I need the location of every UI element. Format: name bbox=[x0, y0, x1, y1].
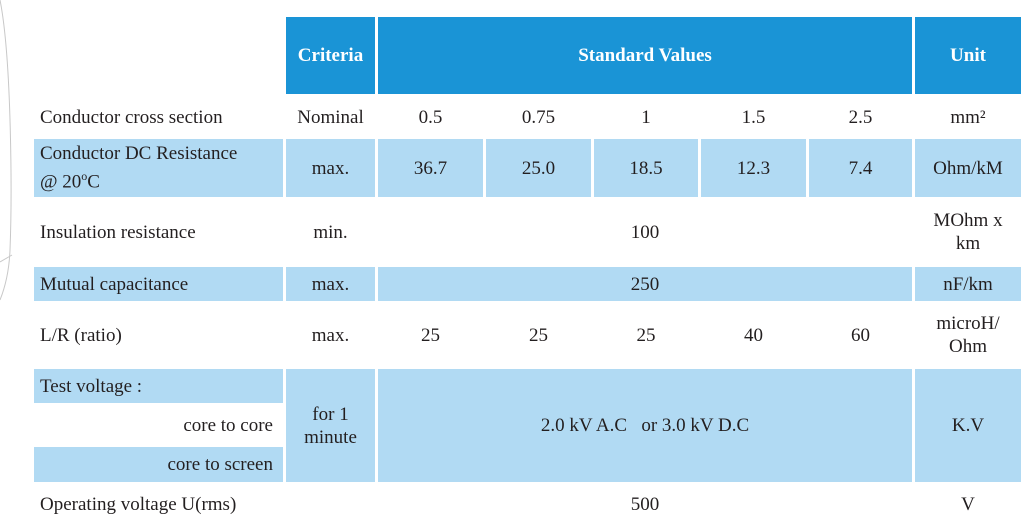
value-cell: 25 bbox=[421, 324, 440, 346]
value-cell: 100 bbox=[630, 221, 660, 243]
value-cell: 36.7 bbox=[378, 139, 483, 197]
value-cell: 7.4 bbox=[809, 139, 912, 197]
value-cell: 250 bbox=[378, 267, 912, 301]
value-cell: 0.75 bbox=[521, 106, 556, 128]
sub-label-core-to-screen: core to screen bbox=[34, 447, 283, 482]
header-unit: Unit bbox=[915, 17, 1021, 94]
sub-label-core-to-core: core to core bbox=[183, 414, 273, 436]
unit-cell: V bbox=[961, 493, 975, 515]
row-label: Insulation resistance bbox=[40, 221, 196, 243]
value-cell: 60 bbox=[851, 324, 870, 346]
decorative-edge-curve bbox=[0, 0, 13, 301]
header-standard-values: Standard Values bbox=[378, 17, 912, 94]
criteria-cell: Nominal bbox=[297, 106, 364, 128]
value-cell: 25.0 bbox=[486, 139, 591, 197]
row-label: Operating voltage U(rms) bbox=[40, 493, 237, 515]
value-cell: 0.5 bbox=[418, 106, 443, 128]
unit-cell: mm² bbox=[950, 106, 986, 128]
row-label: Test voltage : bbox=[34, 369, 283, 403]
unit-cell: Ohm/kM bbox=[915, 139, 1021, 197]
value-cell: 40 bbox=[744, 324, 763, 346]
row-label: Mutual capacitance bbox=[34, 267, 283, 301]
unit-cell: microH/Ohm bbox=[936, 313, 1000, 357]
header-criteria: Criteria bbox=[286, 17, 375, 94]
row-label: L/R (ratio) bbox=[40, 324, 122, 346]
value-cell: 12.3 bbox=[701, 139, 806, 197]
criteria-cell: for 1 minute bbox=[286, 369, 375, 482]
value-cell: 25 bbox=[636, 324, 656, 346]
criteria-cell: max. bbox=[311, 324, 350, 346]
unit-cell: MOhm x km bbox=[933, 210, 1003, 254]
value-cell: 25 bbox=[529, 324, 548, 346]
criteria-cell: max. bbox=[286, 139, 375, 197]
row-label: Conductor cross section bbox=[40, 106, 223, 128]
value-cell: 2.0 kV A.C or 3.0 kV D.C bbox=[378, 369, 912, 482]
value-cell: 1 bbox=[641, 106, 651, 128]
value-cell: 500 bbox=[630, 493, 660, 515]
value-cell: 18.5 bbox=[594, 139, 698, 197]
unit-cell: nF/km bbox=[915, 267, 1021, 301]
criteria-cell: max. bbox=[286, 267, 375, 301]
criteria-cell: min. bbox=[313, 221, 348, 243]
value-cell: 2.5 bbox=[848, 106, 873, 128]
row-label: Conductor DC Resistance @ 20oC bbox=[34, 139, 283, 197]
value-cell: 1.5 bbox=[741, 106, 766, 128]
unit-cell: K.V bbox=[915, 369, 1021, 482]
